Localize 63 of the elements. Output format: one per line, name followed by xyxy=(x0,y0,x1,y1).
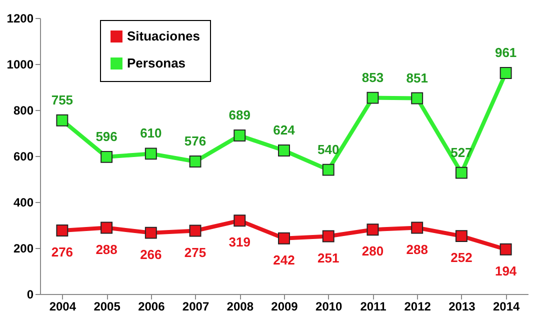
point xyxy=(500,243,512,256)
point xyxy=(100,222,113,234)
data-label: 275 xyxy=(184,244,206,260)
point xyxy=(278,232,290,244)
data-label: 853 xyxy=(362,70,384,85)
point xyxy=(322,164,334,176)
x-tick-label: 2004 xyxy=(49,300,76,314)
point xyxy=(455,166,468,179)
data-label: 540 xyxy=(318,142,340,157)
data-label: 624 xyxy=(273,122,296,138)
x-tick-label: 2011 xyxy=(360,300,387,314)
data-label: 280 xyxy=(362,244,384,259)
data-label: 851 xyxy=(406,70,428,86)
data-label: 242 xyxy=(273,252,295,268)
data-label: 610 xyxy=(140,126,162,141)
x-tick-label: 2013 xyxy=(448,300,476,314)
x-tick-label: 2009 xyxy=(271,300,298,314)
y-tick-label: 400 xyxy=(13,196,34,210)
data-label: 319 xyxy=(228,234,250,250)
point xyxy=(411,222,424,234)
point xyxy=(234,130,246,142)
point xyxy=(278,144,290,156)
point xyxy=(455,230,468,242)
x-tick-label: 2010 xyxy=(316,300,343,314)
data-label: 288 xyxy=(96,242,118,257)
y-tick-label: 600 xyxy=(13,150,34,164)
legend-label: Personas xyxy=(127,56,186,70)
x-tick-label: 2005 xyxy=(94,300,121,314)
y-tick-label: 1000 xyxy=(6,58,34,72)
data-label: 576 xyxy=(184,134,206,149)
data-label: 266 xyxy=(140,246,162,262)
data-label: 252 xyxy=(450,250,472,266)
data-label: 251 xyxy=(318,250,340,266)
legend-label: Situaciones xyxy=(127,28,200,44)
point xyxy=(366,224,379,236)
data-label: 596 xyxy=(96,128,118,144)
point xyxy=(144,148,157,160)
y-tick-label: 1200 xyxy=(6,12,34,26)
point xyxy=(189,156,202,168)
point xyxy=(366,92,379,104)
point xyxy=(56,114,68,126)
y-tick-label: 0 xyxy=(26,288,34,302)
point xyxy=(322,230,334,242)
point xyxy=(100,150,113,163)
x-tick-label: 2007 xyxy=(182,300,210,314)
x-tick-label: 2012 xyxy=(404,300,432,314)
point xyxy=(234,214,246,227)
y-tick-label: 800 xyxy=(13,104,34,118)
data-label: 961 xyxy=(494,44,517,60)
data-label: 288 xyxy=(406,242,428,257)
point xyxy=(144,226,157,239)
data-label: 755 xyxy=(51,92,74,108)
data-label: 689 xyxy=(228,108,250,123)
x-tick-label: 2008 xyxy=(226,300,254,314)
point xyxy=(189,224,202,237)
point xyxy=(56,224,68,236)
y-tick-label: 200 xyxy=(13,242,34,256)
data-label: 194 xyxy=(494,263,518,278)
point xyxy=(411,92,424,104)
x-tick-label: 2006 xyxy=(138,300,166,314)
point xyxy=(500,66,512,79)
x-tick-label: 2014 xyxy=(492,300,520,314)
data-label: 276 xyxy=(51,244,74,260)
